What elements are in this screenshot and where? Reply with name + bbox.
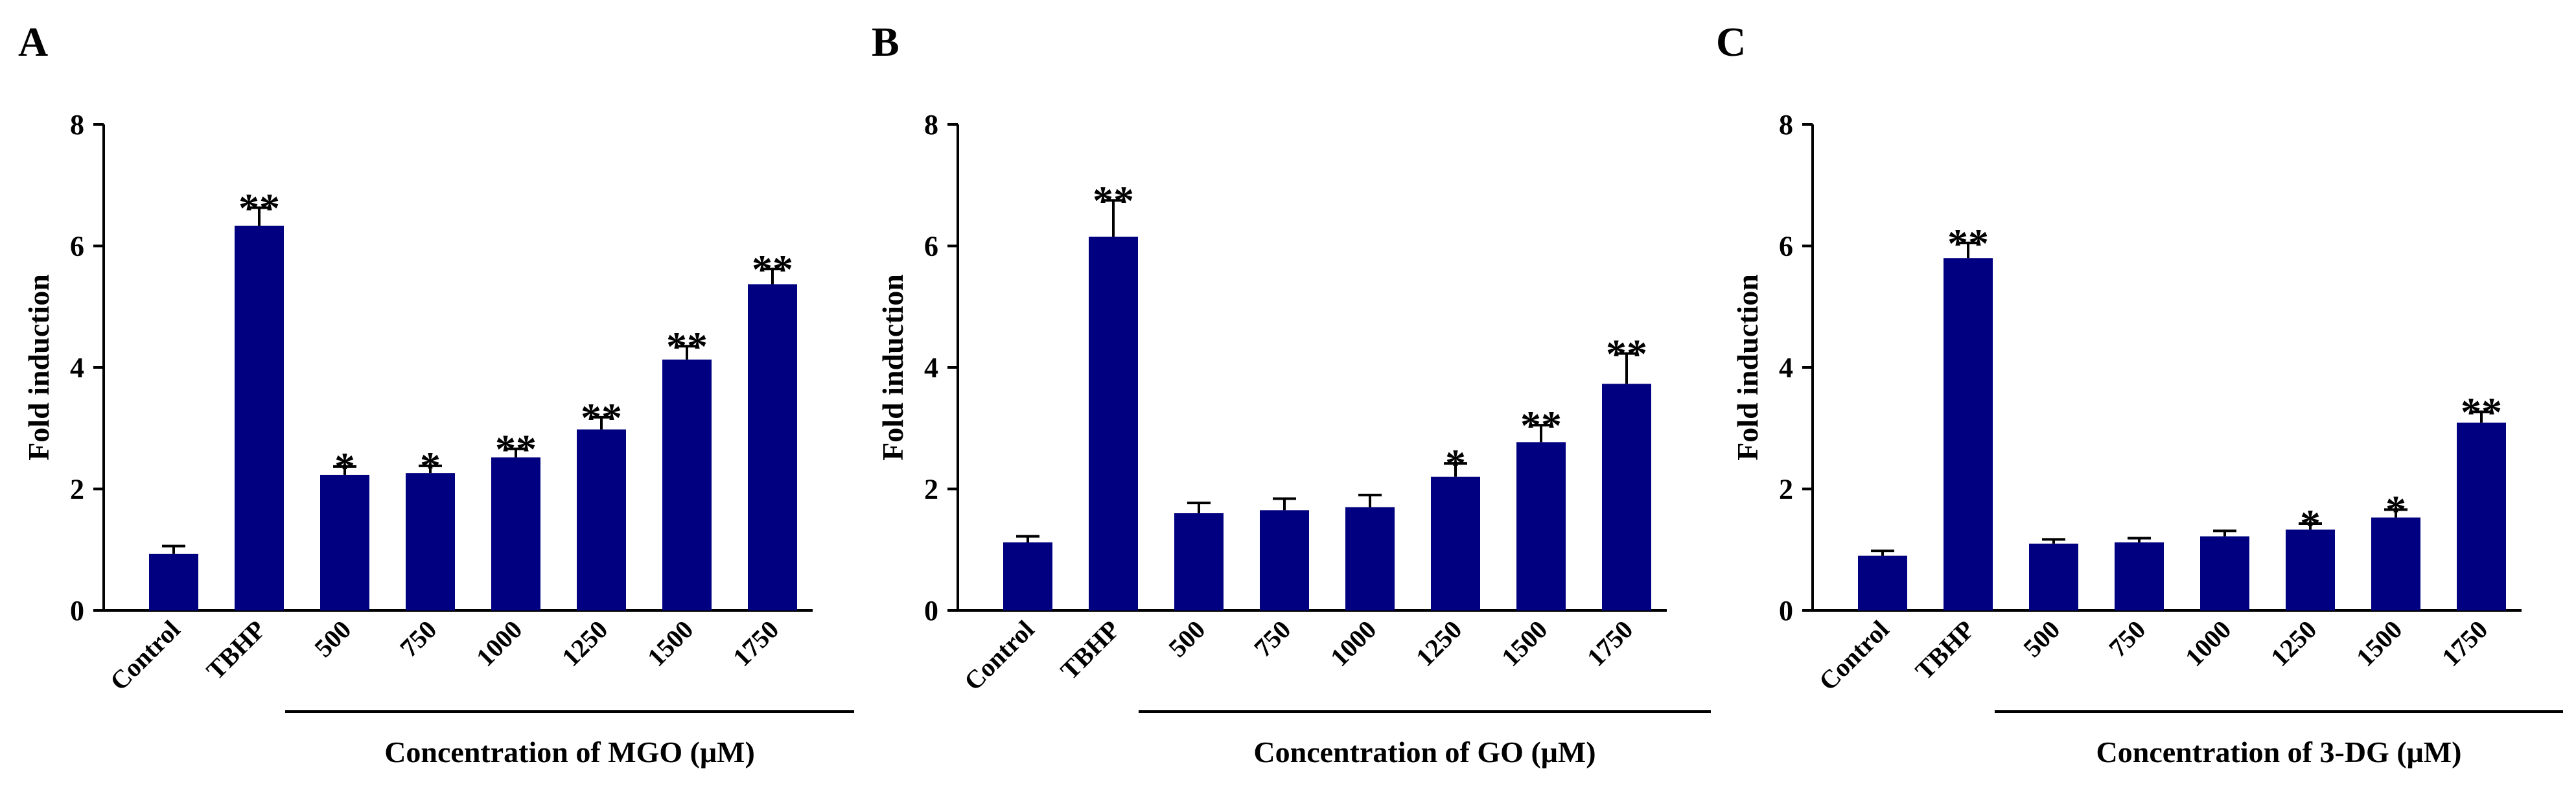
y-tick-label: 6 [1779,231,1793,262]
y-tick-label: 4 [70,352,84,384]
y-tick-label: 2 [1779,474,1793,505]
bar [1858,555,1907,610]
x-tick-label: Control [958,615,1040,697]
y-tick-label: 8 [924,109,938,141]
significance-marker: ** [238,185,280,231]
x-tick-label: TBHP [1910,615,1980,686]
significance-marker: * [2385,487,2406,533]
x-axis-title: Concentration of 3-DG (μM) [2096,736,2462,769]
bar [320,474,369,610]
significance-marker: ** [495,426,537,472]
x-tick-label: 750 [2103,615,2151,663]
significance-marker: ** [2461,389,2502,435]
x-tick-label: 1750 [2436,615,2493,672]
significance-marker: ** [666,323,708,369]
bar [1944,258,1993,610]
panel-letter: A [18,19,48,65]
bar [1516,442,1566,610]
bar [1602,384,1651,610]
significance-marker: ** [1093,178,1134,224]
significance-marker: * [1445,441,1466,487]
bar [149,553,198,610]
x-tick-label: 500 [308,615,356,663]
y-tick-label: 8 [1779,109,1793,141]
x-tick-label: 1250 [1410,615,1467,672]
y-tick-label: 0 [70,595,84,627]
significance-marker: ** [752,246,793,292]
bar [2286,529,2335,610]
x-tick-label: 1000 [470,615,528,672]
x-tick-label: 1750 [727,615,784,672]
x-tick-label: TBHP [1055,615,1126,686]
y-tick-label: 2 [70,474,84,505]
significance-marker: ** [1606,330,1647,377]
bar [491,457,540,610]
x-tick-label: Control [104,615,186,697]
bar [1260,510,1309,610]
y-tick-label: 8 [70,109,84,141]
y-axis-title: Fold induction [1731,274,1764,461]
bar [2029,543,2078,610]
bar [1174,513,1224,610]
x-tick-label: 750 [394,615,442,663]
bar [1431,476,1480,610]
panel-a: A 0 2 4 6 8 Fold induction Control ** TBHP * 500 * 75… [18,19,854,769]
x-tick-label: 1750 [1581,615,1638,672]
bar [2371,517,2420,610]
bar [2200,536,2249,610]
x-tick-label: 1500 [2350,615,2408,672]
y-axis-title: Fold induction [876,274,909,461]
bar [662,359,712,610]
significance-marker: ** [581,395,622,441]
y-axis-title: Fold induction [22,274,55,461]
x-tick-label: 1250 [2265,615,2322,672]
y-tick-label: 4 [1779,352,1793,384]
x-tick-label: 1000 [1325,615,1382,672]
significance-marker: ** [1947,220,1989,266]
y-tick-label: 6 [70,231,84,262]
bar [577,429,626,610]
bar [2457,423,2506,610]
panel-b: B 0 2 4 6 8 Fold induction Control ** TBHP 500 750 1… [872,19,1711,769]
x-tick-label: 750 [1248,615,1296,663]
significance-marker: * [2300,501,2321,547]
y-tick-label: 0 [1779,595,1793,627]
significance-marker: ** [1520,402,1562,448]
bar [1345,507,1395,610]
panel-letter: C [1716,19,1746,65]
x-tick-label: 500 [1163,615,1211,663]
x-axis-title: Concentration of GO (μM) [1253,736,1595,769]
bar [1003,542,1052,610]
significance-marker: * [334,444,355,490]
x-tick-label: 1000 [2179,615,2236,672]
bar [235,226,284,610]
x-tick-label: TBHP [201,615,272,686]
x-tick-label: 1250 [556,615,613,672]
y-tick-label: 2 [924,474,938,505]
x-tick-label: 1500 [1496,615,1553,672]
y-tick-label: 4 [924,352,938,384]
y-tick-label: 6 [924,231,938,262]
x-axis-title: Concentration of MGO (μM) [384,736,755,769]
bar [1089,237,1138,610]
bar [748,284,797,610]
x-tick-label: 500 [2017,615,2065,663]
y-tick-label: 0 [924,595,938,627]
bar [2115,542,2164,610]
x-tick-label: 1500 [642,615,699,672]
significance-marker: * [420,443,441,489]
bar [406,473,455,610]
panel-letter: B [872,19,899,65]
x-tick-label: Control [1813,615,1895,697]
